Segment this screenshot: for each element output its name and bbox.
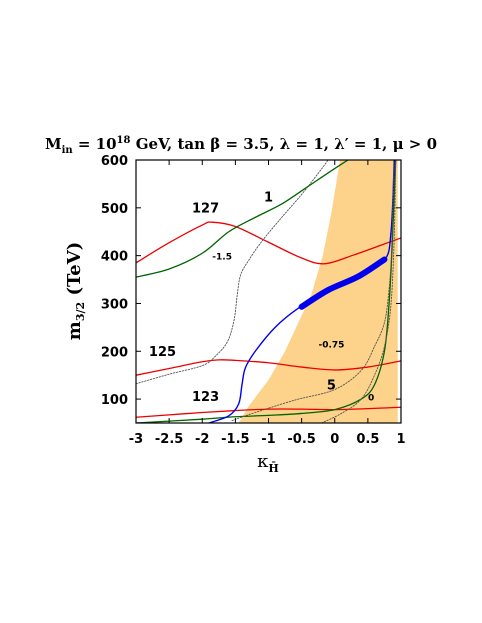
x-tick-label: 1 <box>396 432 405 447</box>
plot-area: -3 -2.5 -2 -1.5 -1 -0.5 0 0.5 1 100 200 300 400 500 60… <box>101 154 406 447</box>
higgs-mass-contour <box>136 359 401 376</box>
y-axis-label: m3/2 (TeV) <box>64 242 87 340</box>
y-tick-label: 600 <box>101 154 128 169</box>
x-axis-label: κH̄ <box>257 451 279 475</box>
blue-contour-band <box>298 256 388 310</box>
ylabel-rest: (TeV) <box>64 242 85 302</box>
allowed-region-fill <box>238 160 398 423</box>
contour-label: 0 <box>368 394 374 404</box>
dotted-contour <box>231 160 395 422</box>
x-tick-label: -2 <box>195 432 209 447</box>
title-eq: = 10 <box>73 135 117 153</box>
contour-label: 125 <box>149 345 176 360</box>
ylabel-m: m <box>64 321 85 340</box>
green-contour <box>136 160 349 278</box>
ylabel-sub: 3/2 <box>74 302 87 321</box>
x-tick-label: 0 <box>330 432 339 447</box>
dotted-contour <box>136 160 329 385</box>
y-tick-label: 300 <box>101 297 128 312</box>
y-tick-label: 400 <box>101 250 128 265</box>
contour-label: 123 <box>192 390 219 405</box>
chart-title: Min = 1018 GeV, tan β = 3.5, λ = 1, λ′ =… <box>45 135 437 156</box>
contour-label: -0.75 <box>318 340 344 350</box>
y-tick-label: 100 <box>101 393 128 408</box>
higgs-mass-contour <box>136 406 401 418</box>
contour-label: -1.5 <box>212 252 232 262</box>
x-tick-label: 0.5 <box>356 432 379 447</box>
x-tick-label: -0.5 <box>287 432 315 447</box>
y-tick-label: 500 <box>101 202 128 217</box>
x-tick-label: -1.5 <box>221 432 249 447</box>
title-exp: 18 <box>117 135 131 146</box>
title-m: M <box>45 135 62 153</box>
contour-label: 127 <box>192 202 219 217</box>
title-m-sub: in <box>62 145 74 156</box>
y-tick-label: 200 <box>101 345 128 360</box>
x-tick-label: -2.5 <box>155 432 183 447</box>
title-rest: GeV, tan β = 3.5, λ = 1, λ′ = 1, μ > 0 <box>130 135 437 153</box>
contour-label: 1 <box>264 191 273 206</box>
x-tick-label: -3 <box>129 432 143 447</box>
higgs-mass-contour <box>136 221 401 265</box>
dotted-contour <box>321 160 397 423</box>
contour-label: 5 <box>327 379 336 394</box>
x-tick-label: -1 <box>261 432 275 447</box>
xlabel-kappa: κ <box>257 451 269 472</box>
xlabel-sub: H̄ <box>268 461 278 475</box>
